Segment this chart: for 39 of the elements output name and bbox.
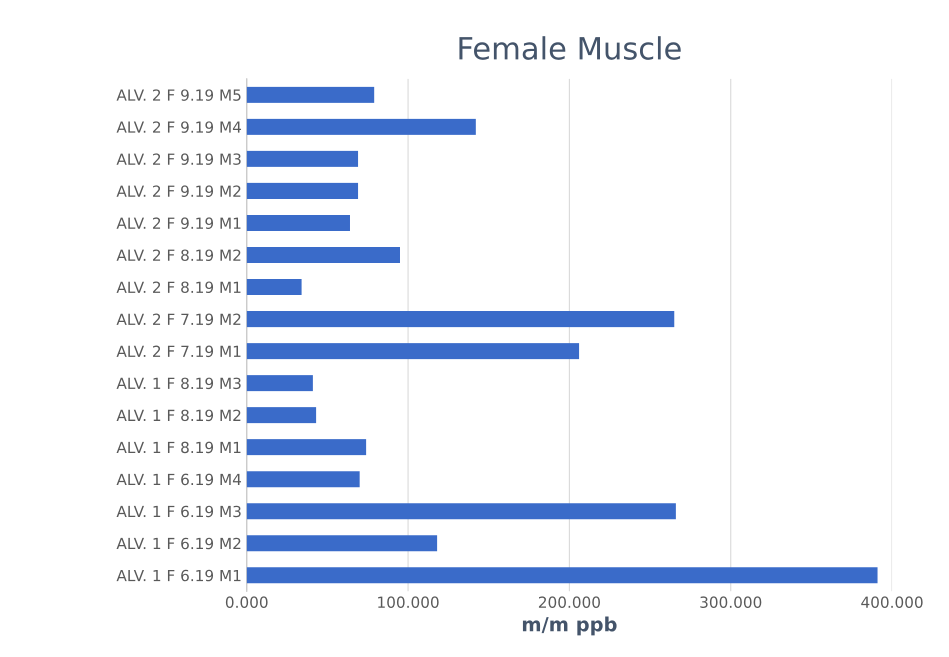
y-tick-label: ALV. 2 F 9.19 M5 <box>116 89 241 101</box>
x-axis-title: m/m ppb <box>522 616 617 636</box>
bar <box>246 150 358 167</box>
y-tick-label: ALV. 2 F 8.19 M1 <box>116 281 240 294</box>
bar <box>246 471 360 488</box>
y-tick-label: ALV. 2 F 9.19 M2 <box>116 185 240 197</box>
y-tick-label: ALV. 2 F 7.19 M1 <box>116 346 240 358</box>
bar <box>246 246 400 264</box>
y-tick-label: ALV. 2 F 7.19 M2 <box>116 314 240 326</box>
x-tick-label: 0.000 <box>226 596 268 608</box>
bar <box>246 118 476 135</box>
chart-title: Female Muscle <box>459 36 681 60</box>
x-tick-label: 200.000 <box>538 596 600 608</box>
bar <box>246 86 374 103</box>
bar <box>246 182 358 199</box>
y-tick-label: ALV. 2 F 8.19 M2 <box>116 249 240 262</box>
bar <box>246 567 878 584</box>
y-tick-label: ALV. 1 F 6.19 M2 <box>116 538 240 550</box>
y-tick-label: ALV. 1 F 8.19 M2 <box>116 410 240 422</box>
bar <box>246 279 302 296</box>
y-tick-label: ALV. 2 F 9.19 M3 <box>116 153 241 165</box>
bar <box>246 503 676 520</box>
y-tick-label: ALV. 1 F 8.19 M3 <box>116 378 241 390</box>
y-tick-label: ALV. 2 F 9.19 M1 <box>116 217 240 229</box>
bar <box>246 375 313 392</box>
x-tick-label: 300.000 <box>700 596 762 608</box>
y-tick-label: ALV. 1 F 6.19 M3 <box>116 506 241 518</box>
x-tick-label: 400.000 <box>861 596 923 608</box>
bar <box>246 343 580 360</box>
bar <box>246 535 438 552</box>
y-tick-label: ALV. 1 F 8.19 M1 <box>116 442 240 454</box>
y-tick-label: ALV. 1 F 6.19 M4 <box>116 474 242 486</box>
y-tick-label: ALV. 1 F 6.19 M1 <box>116 570 240 582</box>
x-tick-label: 100.000 <box>378 596 439 608</box>
bar <box>246 214 350 231</box>
bar <box>246 439 366 456</box>
y-tick-label: ALV. 2 F 9.19 M4 <box>116 121 242 133</box>
bar <box>246 311 674 328</box>
bar <box>246 407 316 424</box>
